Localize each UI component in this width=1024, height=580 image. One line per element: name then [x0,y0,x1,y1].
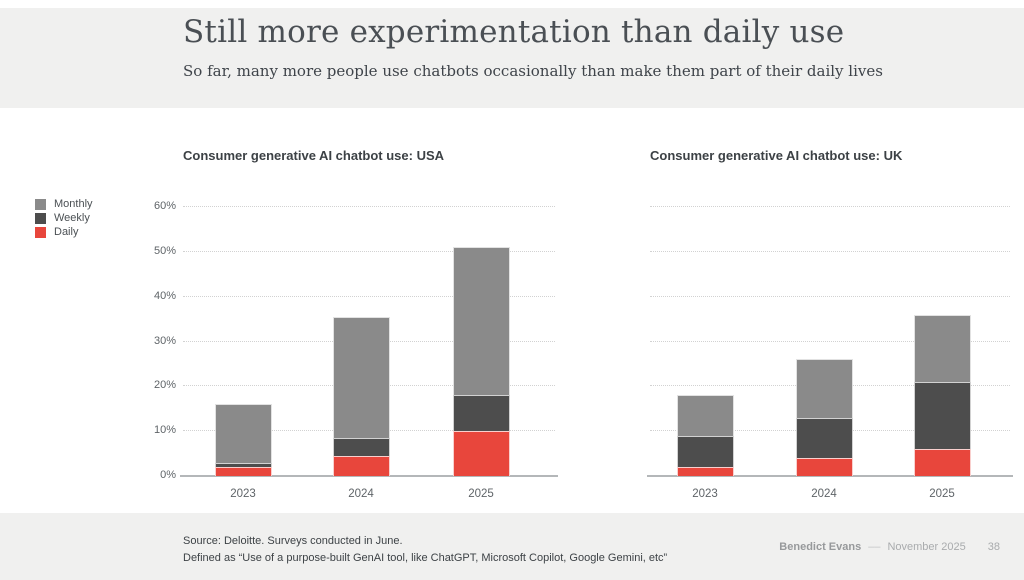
bar-segment-weekly [452,395,510,432]
x-axis-line [647,475,1013,477]
y-axis-tick-label: 10% [153,424,176,437]
plot-area-uk: 2023 2024 2025 [647,206,1013,500]
bar-segment-daily [676,467,734,476]
y-axis-tick-label: 20% [153,379,176,392]
bar-segment-weekly [795,417,853,459]
legend-item-weekly: Weekly [35,213,93,224]
gridline [183,295,555,297]
bar-segment-daily [913,449,971,476]
stacked-bar [214,404,272,476]
x-axis-tick-label: 2023 [692,488,718,500]
bar-segment-daily [214,467,272,476]
plot-area-usa: 0% 10% 20% 30% 40% 50% 60% 2023 2024 2025 [154,200,558,500]
x-axis-line [180,475,558,477]
monthly-swatch-icon [35,199,46,210]
x-axis-tick-label: 2024 [348,488,374,500]
legend-label: Monthly [54,198,93,210]
header-band: Still more experimentation than daily us… [0,8,1024,108]
bar-segment-weekly [913,381,971,450]
bar-segment-monthly [214,404,272,463]
bar-segment-weekly [332,437,390,456]
slide-title: Still more experimentation than daily us… [183,14,845,50]
bar-segment-monthly [913,314,971,382]
chart-legend: Monthly Weekly Daily [35,199,93,241]
footer-band: Source: Deloitte. Surveys conducted in J… [0,513,1024,580]
bar-segment-monthly [452,247,510,396]
x-axis-tick-label: 2025 [929,488,955,500]
y-axis-tick-label: 30% [153,334,176,347]
stacked-bar [676,395,734,476]
stacked-bar [913,314,971,476]
gridline [183,250,555,252]
slide-subtitle: So far, many more people use chatbots oc… [183,62,883,80]
footer-meta: Benedict Evans –– November 2025 38 [779,541,1000,553]
x-axis-tick-label: 2025 [468,488,494,500]
daily-swatch-icon [35,227,46,238]
stacked-bar [795,359,853,476]
y-axis-tick-label: 50% [153,244,176,257]
footer-date: November 2025 [887,541,966,553]
gridline [183,206,555,207]
stacked-bar [332,316,390,476]
source-line-1: Source: Deloitte. Surveys conducted in J… [183,535,403,547]
bar-segment-monthly [332,316,390,438]
chart-title-usa: Consumer generative AI chatbot use: USA [183,148,445,163]
gridline [650,340,1010,342]
source-text: Source: Deloitte. Surveys conducted in J… [183,533,667,566]
chart-title-uk: Consumer generative AI chatbot use: UK [650,148,903,163]
page-number: 38 [987,541,1000,553]
bar-segment-daily [332,455,390,476]
gridline [650,250,1010,252]
bar-segment-monthly [676,395,734,436]
legend-item-monthly: Monthly [35,199,93,210]
legend-label: Daily [54,226,79,238]
y-axis-tick-label: 0% [160,469,176,481]
bar-segment-weekly [214,462,272,468]
legend-item-daily: Daily [35,227,93,238]
bar-segment-daily [795,458,853,476]
y-axis-tick-label: 40% [153,289,176,302]
bar-segment-weekly [676,435,734,468]
bar-segment-daily [452,431,510,476]
legend-label: Weekly [54,212,90,224]
stacked-bar [452,247,510,476]
bar-segment-monthly [795,359,853,418]
source-line-2: Defined as “Use of a purpose-built GenAI… [183,551,668,564]
author-name: Benedict Evans [779,541,862,553]
weekly-swatch-icon [35,213,46,224]
gridline [650,295,1010,297]
x-axis-tick-label: 2023 [230,488,256,500]
footer-dash: –– [868,541,881,553]
gridline [650,206,1010,207]
y-axis-tick-label: 60% [153,200,176,212]
x-axis-tick-label: 2024 [811,488,837,500]
